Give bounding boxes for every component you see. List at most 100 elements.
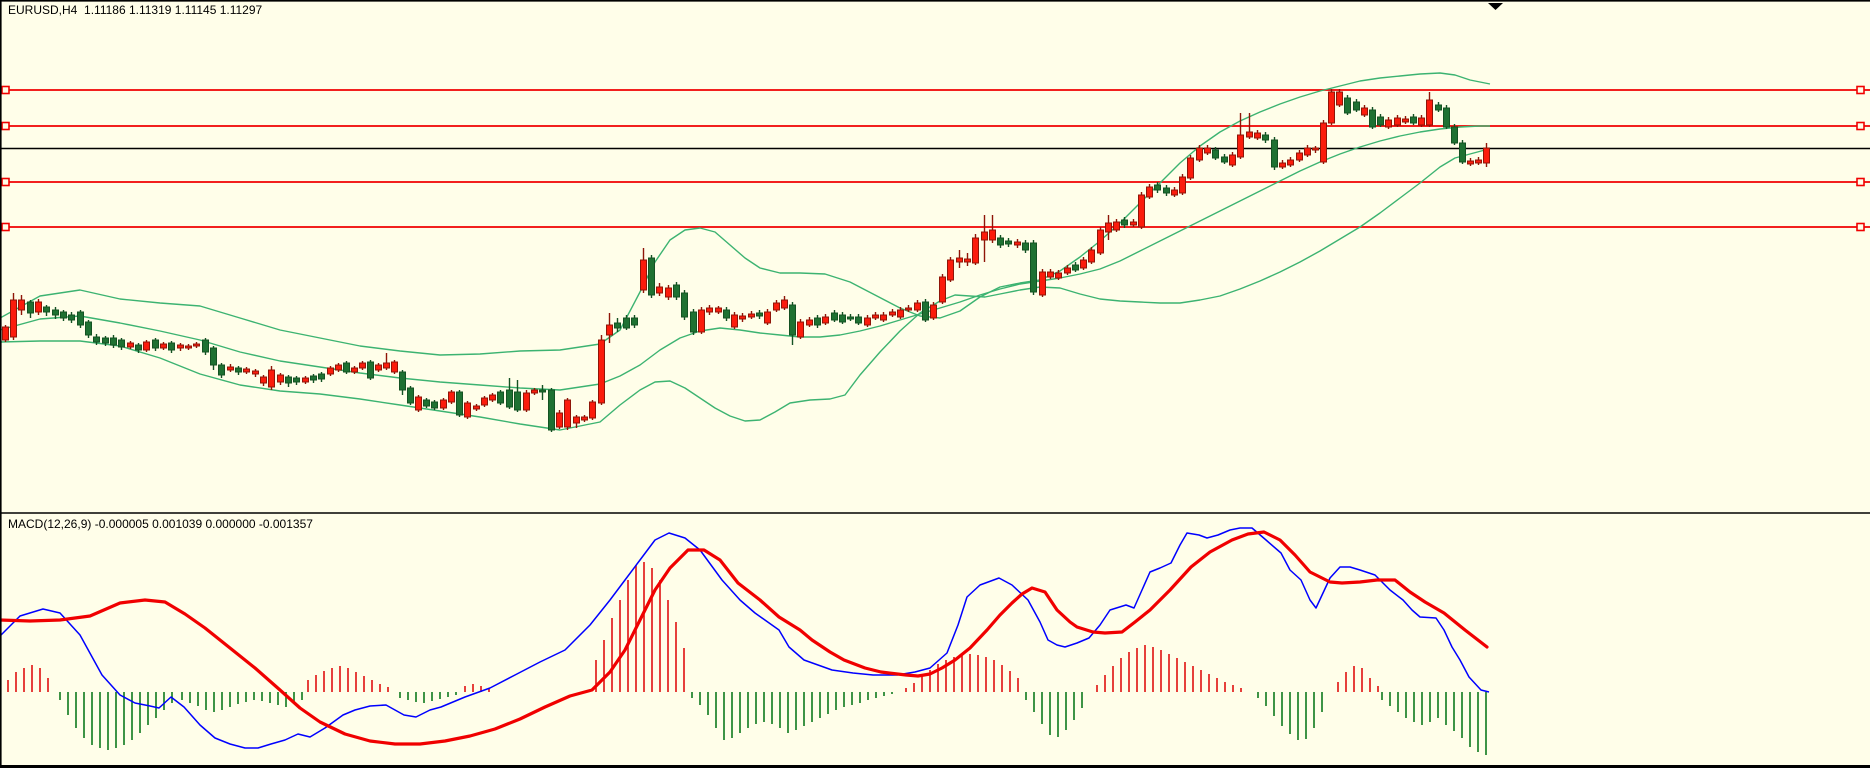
candle-body-bear — [1369, 109, 1376, 128]
candle-body-bull — [351, 367, 358, 373]
line-handle-2-right[interactable] — [1856, 121, 1865, 131]
candle-body-bull — [1402, 118, 1409, 123]
candle-body-bull — [1483, 147, 1490, 164]
candle-body-bull — [1385, 119, 1392, 128]
candle-body-bear — [407, 387, 414, 404]
candle-body-bear — [506, 389, 513, 408]
candle-body-bull — [956, 257, 963, 263]
line-handle-1-right[interactable] — [1856, 85, 1865, 95]
line-handle-2-left[interactable] — [1, 121, 10, 131]
candle-body-bear — [1443, 107, 1450, 128]
bollinger-upper-band — [0, 72, 1491, 356]
candle-body-bull — [1171, 189, 1178, 196]
candle-body-bull — [375, 364, 382, 371]
candle-body-bull — [1328, 91, 1335, 124]
candle-body-bear — [43, 306, 50, 313]
candle-body-bear — [367, 361, 374, 379]
candle-body-bear — [60, 311, 67, 319]
candle-body-bull — [1014, 241, 1021, 246]
candle-body-bull — [18, 299, 25, 311]
candle-body-bull — [489, 394, 496, 401]
candle-body-bull — [872, 314, 879, 319]
candle-body-bear — [110, 337, 117, 346]
candle-body-bull — [556, 412, 563, 428]
candle-body-bear — [293, 377, 300, 383]
candle-body-bear — [831, 312, 838, 321]
candle-body-bull — [1138, 194, 1145, 228]
candle-body-bull — [1336, 91, 1343, 106]
candle-body-bull — [706, 307, 713, 313]
candle-body-bull — [1254, 132, 1261, 139]
candle-body-bear — [690, 311, 697, 333]
candle-body-bear — [789, 304, 796, 336]
candle-body-bear — [77, 311, 84, 326]
symbol-period-label: EURUSD,H4 — [8, 3, 78, 17]
candle-body-bear — [1005, 240, 1012, 245]
candle-body-bull — [972, 237, 979, 264]
candle-body-bull — [573, 416, 580, 424]
candle-body-bull — [1475, 159, 1482, 164]
candle-body-bull — [1179, 176, 1186, 194]
candle-body-bull — [1246, 131, 1253, 138]
candle-body-bear — [1121, 219, 1128, 226]
candle-body-bull — [564, 399, 571, 428]
candle-body-bull — [335, 364, 342, 371]
candle-body-bear — [847, 316, 854, 320]
candle-body-bear — [614, 322, 621, 329]
candle-body-bull — [1304, 147, 1311, 156]
line-handle-4-left[interactable] — [1, 222, 10, 232]
candle-body-bear — [1344, 97, 1351, 114]
selection-arrow-icon[interactable] — [1488, 3, 1503, 10]
candle-body-bull — [1279, 162, 1286, 168]
candle-body-bull — [143, 341, 150, 351]
candle-body-bear — [756, 312, 763, 317]
candle-body-bear — [456, 391, 463, 416]
candle-body-bear — [1022, 242, 1029, 251]
candle-body-bull — [698, 309, 705, 333]
candle-body-bear — [68, 314, 75, 321]
candle-body-bull — [193, 343, 200, 347]
line-handle-4-right[interactable] — [1856, 222, 1865, 232]
candle-body-bull — [1312, 147, 1319, 151]
candle-body-bull — [731, 314, 738, 328]
candle-body-bear — [310, 375, 317, 381]
candle-body-bear — [497, 391, 504, 404]
line-handle-3-left[interactable] — [1, 177, 10, 187]
candle-body-bear — [343, 362, 350, 373]
candle-body-bull — [989, 229, 996, 241]
candle-body-bull — [1320, 122, 1327, 163]
candle-body-bull — [897, 309, 904, 318]
line-handle-1-left[interactable] — [1, 85, 10, 95]
candle-body-bear — [1154, 184, 1161, 191]
candle-body-bear — [399, 371, 406, 391]
candle-body-bull — [2, 326, 9, 341]
candle-body-bull — [1080, 259, 1087, 269]
candle-body-bear — [27, 301, 34, 314]
candle-body-bear — [318, 373, 325, 380]
candle-body-bull — [481, 397, 488, 406]
candle-body-bull — [1196, 147, 1203, 161]
candle-body-bull — [665, 287, 672, 298]
candle-body-bull — [327, 367, 334, 375]
candle-body-bear — [839, 314, 846, 323]
candle-body-bear — [1451, 126, 1458, 144]
candle-body-bull — [302, 377, 309, 383]
candle-body-bear — [52, 309, 59, 316]
candle-body-bull — [606, 324, 613, 336]
candle-body-bull — [252, 370, 259, 375]
candle-body-bear — [285, 376, 292, 384]
candle-body-bear — [102, 337, 109, 344]
candle-body-bull — [260, 376, 267, 384]
line-handle-3-right[interactable] — [1856, 177, 1865, 187]
window-border-bottom — [0, 765, 1870, 768]
candle-body-bull — [797, 321, 804, 338]
macd-indicator-label: MACD(12,26,9) -0.000005 0.001039 0.00000… — [8, 518, 313, 531]
candle-body-bear — [202, 339, 209, 353]
candle-body-bear — [218, 364, 225, 376]
candle-body-bull — [127, 342, 134, 348]
candle-body-bull — [764, 311, 771, 324]
candle-body-bull — [177, 344, 184, 349]
candle-body-bull — [806, 319, 813, 326]
